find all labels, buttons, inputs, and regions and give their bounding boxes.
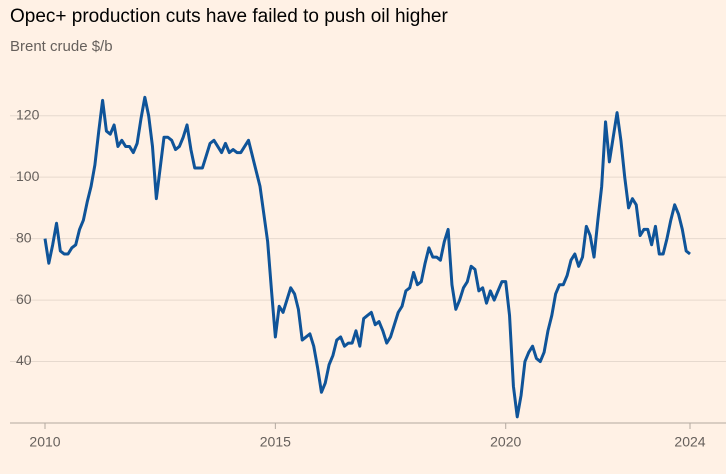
y-tick-label: 120 bbox=[16, 106, 40, 122]
y-tick-label: 60 bbox=[16, 291, 32, 307]
x-tick-label: 2015 bbox=[260, 434, 291, 450]
y-tick-label: 80 bbox=[16, 229, 32, 245]
x-tick-label: 2020 bbox=[490, 434, 521, 450]
y-tick-label: 100 bbox=[16, 168, 40, 184]
line bbox=[43, 95, 691, 419]
y-tick-label: 40 bbox=[16, 352, 32, 368]
chart-subtitle: Brent crude $/b bbox=[10, 38, 113, 55]
x-tick-label: 2024 bbox=[674, 434, 705, 450]
chart-title: Opec+ production cuts have failed to pus… bbox=[10, 6, 448, 27]
x-tick-label: 2010 bbox=[29, 434, 60, 450]
